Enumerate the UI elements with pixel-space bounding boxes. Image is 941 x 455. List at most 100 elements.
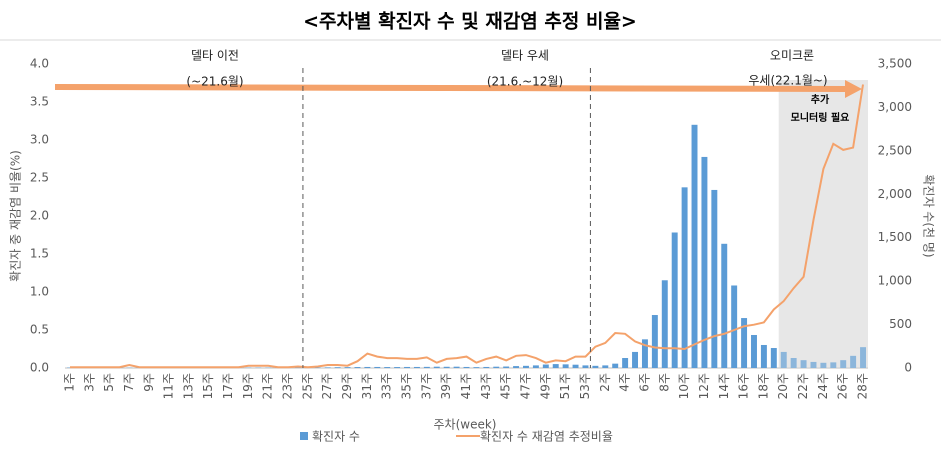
x-tick-label: 35주: [400, 373, 414, 399]
y2-tick-label: 500: [889, 317, 912, 331]
x-tick-label: 3주: [82, 373, 96, 392]
bar: [384, 367, 390, 368]
y2-axis-title: 확진자 수(천 명): [922, 174, 937, 257]
bar: [345, 367, 351, 368]
x-tick-label: 2주: [598, 373, 612, 392]
x-tick-label: 47주: [518, 373, 532, 399]
x-tick-label: 14주: [717, 373, 731, 399]
x-tick-label: 20주: [776, 373, 790, 399]
y2-tick-label: 1,000: [878, 274, 912, 288]
legend-label: 확진자 수 재감염 추정비율: [480, 430, 613, 444]
bar: [454, 367, 460, 368]
x-tick-label: 28주: [856, 373, 870, 399]
y2-tick-label: 2,500: [878, 143, 912, 157]
x-tick-label: 39주: [439, 373, 453, 399]
bar: [444, 367, 450, 368]
x-tick-label: 16주: [737, 373, 751, 399]
arrow: [55, 80, 862, 98]
bar: [563, 364, 569, 368]
bar: [543, 365, 549, 368]
x-tick-label: 4주: [618, 373, 632, 392]
y2-tick-label: 0: [904, 361, 912, 375]
x-tick-label: 24주: [816, 373, 830, 399]
legend-swatch: [300, 432, 308, 440]
x-tick-label: 15주: [201, 373, 215, 399]
y2-tick-label: 3,500: [878, 57, 912, 71]
bar: [573, 365, 579, 368]
x-tick-label: 43주: [479, 373, 493, 399]
y-tick-label: 4.0: [30, 57, 49, 71]
bar: [721, 244, 727, 368]
annotation: 오미크론: [770, 49, 814, 63]
y-tick-label: 3.0: [30, 133, 49, 147]
x-tick-label: 26주: [836, 373, 850, 399]
x-tick-label: 37주: [419, 373, 433, 399]
x-tick-label: 21주: [261, 373, 275, 399]
bar: [761, 345, 767, 368]
bar: [354, 367, 360, 368]
x-tick-label: 53주: [578, 373, 592, 399]
bar: [473, 367, 479, 368]
x-tick-label: 17주: [221, 373, 235, 399]
bar: [404, 367, 410, 368]
x-tick-label: 31주: [360, 373, 374, 399]
bar: [711, 190, 717, 368]
x-tick-label: 5주: [102, 373, 116, 392]
bar: [701, 157, 707, 368]
x-tick-label: 49주: [538, 373, 552, 399]
annotation: (21.6.~12월): [487, 75, 563, 89]
x-tick-label: 51주: [558, 373, 572, 399]
bar: [374, 367, 380, 368]
bar: [662, 280, 668, 368]
bar: [493, 367, 499, 368]
bar: [533, 365, 539, 368]
y-tick-label: 2.0: [30, 209, 49, 223]
x-tick-label: 25주: [300, 373, 314, 399]
annotation: 추가: [811, 93, 830, 106]
x-tick-label: 10주: [677, 373, 691, 399]
bar: [325, 367, 331, 368]
bar: [612, 364, 618, 368]
bar: [682, 187, 688, 368]
y-tick-label: 0.0: [30, 361, 49, 375]
y2-tick-label: 3,000: [878, 100, 912, 114]
bar: [394, 367, 400, 368]
bar: [503, 367, 509, 368]
bar: [335, 367, 341, 368]
x-tick-label: 23주: [281, 373, 295, 399]
bar: [622, 358, 628, 368]
marks-layer: [67, 80, 868, 368]
x-tick-label: 7주: [122, 373, 136, 392]
x-tick-label: 12주: [697, 373, 711, 399]
legend-label: 확진자 수: [312, 430, 360, 444]
x-tick-label: 22주: [796, 373, 810, 399]
x-tick-label: 8주: [657, 373, 671, 392]
x-tick-label: 33주: [380, 373, 394, 399]
y-tick-label: 3.5: [30, 95, 49, 109]
bar: [602, 365, 608, 368]
annotation: 모니터링 필요: [791, 111, 850, 124]
y2-tick-label: 2,000: [878, 187, 912, 201]
bar: [731, 285, 737, 368]
bar: [553, 364, 559, 368]
background-layer: [62, 64, 871, 368]
bar: [751, 335, 757, 368]
x-tick-label: 18주: [756, 373, 770, 399]
bar: [592, 366, 598, 368]
annotation: (~21.6월): [186, 75, 243, 89]
y-tick-label: 2.5: [30, 171, 49, 185]
x-tick-label: 9주: [142, 373, 156, 392]
annotation: 델타 이전: [191, 49, 239, 63]
bar: [771, 348, 777, 368]
x-tick-label: 27주: [320, 373, 334, 399]
bar: [513, 366, 519, 368]
annotation: 델타 우세: [501, 49, 549, 63]
x-tick-label: 19주: [241, 373, 255, 399]
y2-tick-label: 1,500: [878, 230, 912, 244]
x-tick-label: 1주: [62, 373, 76, 392]
bar: [434, 367, 440, 368]
bar: [632, 352, 638, 368]
bar: [464, 367, 470, 368]
y-tick-label: 1.0: [30, 285, 49, 299]
